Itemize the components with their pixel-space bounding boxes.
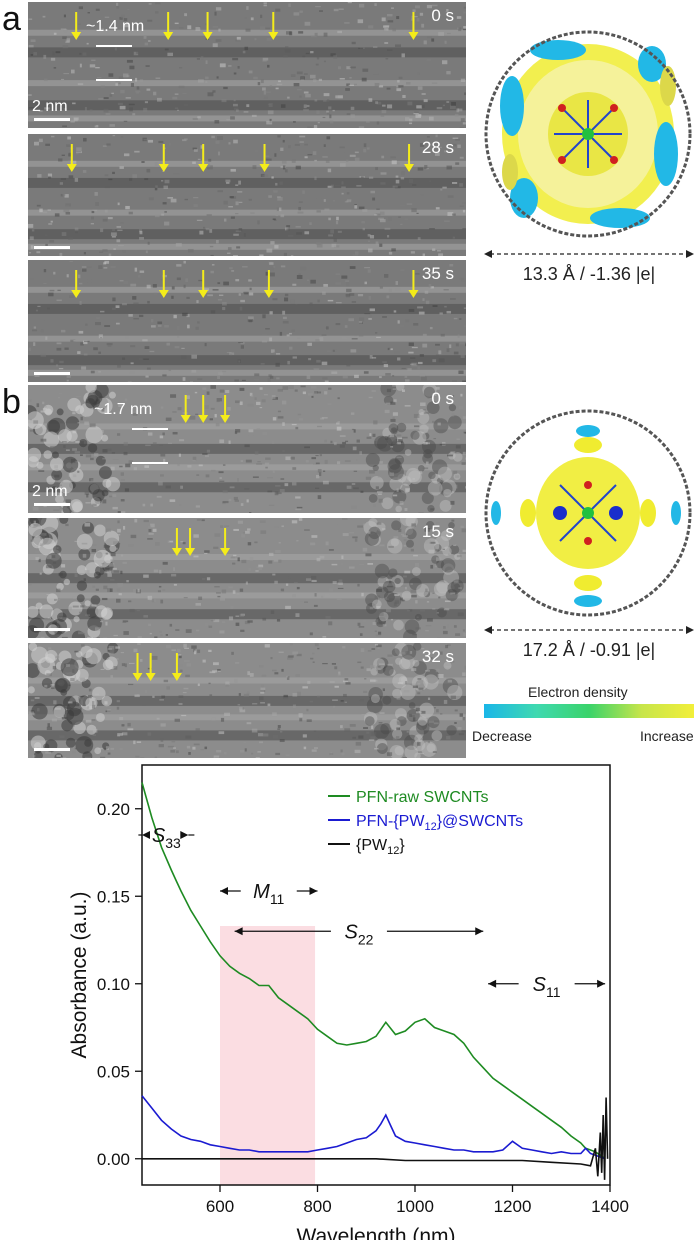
tem-image: [28, 134, 466, 256]
scale-bar-label: 2 nm: [32, 98, 68, 115]
timestamp: 35 s: [421, 264, 454, 283]
dimension-arrow-a: [484, 250, 694, 258]
tem-frame-b-2: 32 s: [28, 643, 466, 758]
svg-text:S22: S22: [344, 921, 373, 947]
plot-frame: [141, 764, 611, 1186]
arrow-marker: [71, 270, 82, 298]
legend-item: PFN-{PW12}@SWCNTs: [328, 813, 523, 833]
y-axis-label: Absorbance (a.u.): [68, 892, 91, 1059]
arrow-marker: [220, 395, 231, 423]
arrow-marker: [132, 653, 143, 681]
colorbar-gradient: [484, 704, 694, 718]
band-range-annotation: S11: [488, 974, 606, 1000]
panel-letter-b: b: [2, 383, 21, 421]
arrow-marker: [158, 144, 169, 172]
arrow-marker: [158, 270, 169, 298]
nanotube-model-b: [484, 409, 692, 617]
timestamp: 15 s: [421, 522, 454, 541]
diameter-label: ~1.4 nm: [86, 18, 145, 35]
arrow-marker: [268, 12, 279, 40]
arrow-marker: [171, 528, 182, 556]
tem-frame-b-1: 15 s: [28, 518, 466, 638]
tem-image: [28, 260, 466, 382]
tem-image: [28, 643, 466, 758]
arrow-marker: [145, 653, 156, 681]
arrow-marker: [259, 144, 270, 172]
y-tick-label: 0.05: [97, 1062, 130, 1081]
arrow-marker: [408, 270, 419, 298]
arrow-marker: [202, 12, 213, 40]
x-tick-label: 800: [303, 1197, 331, 1216]
dimension-arrow-b: [484, 626, 694, 634]
svg-text:M11: M11: [253, 881, 284, 907]
band-range-annotation: M11: [220, 881, 318, 907]
scale-bar-label: 2 nm: [32, 483, 68, 500]
x-axis-label: Wavelength (nm): [296, 1225, 455, 1240]
arrow-marker: [171, 653, 182, 681]
series-line: [141, 782, 606, 1160]
tem-frame-a-2: 35 s: [28, 260, 466, 382]
arrow-marker: [220, 528, 231, 556]
band-range-annotation: S33: [138, 825, 195, 851]
tem-frame-b-0: 0 s ~1.7 nm 2 nm: [28, 385, 466, 513]
arrow-marker: [163, 12, 174, 40]
arrow-marker: [66, 144, 77, 172]
x-tick-label: 600: [206, 1197, 234, 1216]
model-caption-a: 13.3 Å / -1.36 |e|: [522, 264, 656, 284]
legend-item: {PW12}: [328, 837, 405, 857]
arrow-marker: [71, 12, 82, 40]
colorbar-high-label: Increase: [640, 728, 694, 744]
legend-item: PFN-raw SWCNTs: [328, 789, 488, 806]
absorbance-chart: 600 800 1000 1200 1400 0.00 0.05 0.10 0.15 0.20 Wa…: [68, 764, 629, 1240]
model-caption-b: 17.2 Å / -0.91 |e|: [522, 640, 656, 660]
svg-text:PFN-raw SWCNTs: PFN-raw SWCNTs: [356, 789, 488, 806]
tem-image: [28, 518, 466, 638]
colorbar-low-label: Decrease: [472, 728, 532, 744]
band-range-annotation: S22: [234, 921, 484, 947]
svg-text:PFN-{PW12}@SWCNTs: PFN-{PW12}@SWCNTs: [356, 813, 523, 833]
timestamp: 0 s: [431, 389, 454, 408]
timestamp: 0 s: [431, 6, 454, 25]
arrow-marker: [263, 270, 274, 298]
svg-text:{PW12}: {PW12}: [356, 837, 405, 857]
tem-image: [28, 2, 466, 128]
arrow-marker: [408, 12, 419, 40]
tem-frame-a-0: 0 s ~1.4 nm 2 nm: [28, 2, 466, 128]
y-tick-label: 0.20: [97, 800, 130, 819]
nanotube-wall-a: [484, 30, 692, 238]
arrow-marker: [198, 270, 209, 298]
nanotube-wall-b: [484, 409, 692, 617]
panel-letter-a: a: [2, 0, 21, 38]
arrow-marker: [185, 528, 196, 556]
series-line: [142, 1097, 609, 1180]
series-line: [141, 1095, 606, 1160]
nanotube-model-a: [484, 30, 692, 238]
x-tick-label: 1000: [396, 1197, 434, 1216]
x-tick-label: 1200: [494, 1197, 532, 1216]
arrow-marker: [404, 144, 415, 172]
arrow-marker: [198, 144, 209, 172]
highlight-region: [220, 926, 316, 1185]
timestamp: 28 s: [421, 138, 454, 157]
svg-text:S33: S33: [152, 825, 181, 851]
y-tick-label: 0.15: [97, 887, 130, 906]
y-tick-label: 0.10: [97, 975, 130, 994]
colorbar-title: Electron density: [528, 684, 628, 700]
arrow-marker: [180, 395, 191, 423]
timestamp: 32 s: [421, 647, 454, 666]
x-tick-label: 1400: [591, 1197, 629, 1216]
diameter-label: ~1.7 nm: [94, 401, 153, 418]
svg-text:S11: S11: [533, 974, 561, 1000]
tem-image: [28, 385, 466, 513]
tem-frame-a-1: 28 s: [28, 134, 466, 256]
arrow-marker: [198, 395, 209, 423]
y-tick-label: 0.00: [97, 1150, 130, 1169]
